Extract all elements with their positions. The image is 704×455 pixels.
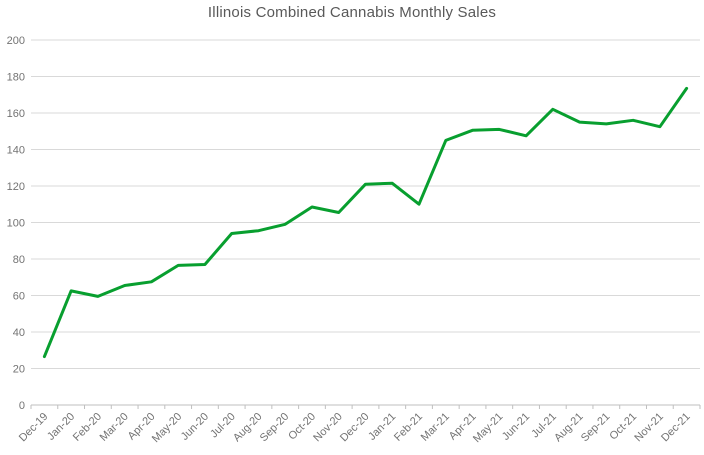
y-tick-label: 200: [7, 35, 25, 47]
y-tick-label: 20: [13, 364, 25, 376]
y-tick-label: 0: [19, 400, 25, 412]
sales-line-series: [42, 86, 689, 359]
y-tick-label: 160: [7, 108, 25, 120]
x-tick-label: Aug-21: [552, 411, 586, 445]
y-tick-label: 120: [7, 181, 25, 193]
y-tick-label: 80: [13, 254, 25, 266]
x-tick-label: Mar-21: [419, 411, 452, 444]
chart-title: Illinois Combined Cannabis Monthly Sales: [207, 4, 497, 21]
y-tick-label: 140: [7, 145, 25, 157]
x-tick-label: Sep-21: [579, 411, 613, 445]
x-tick-label: Dec-20: [338, 411, 372, 445]
x-tick-label: May-21: [471, 411, 505, 445]
x-tick-label: Sep-20: [258, 411, 292, 445]
x-tick-label: Mar-20: [98, 411, 131, 444]
x-tick-label: Aug-20: [231, 411, 265, 445]
y-tick-label: 100: [7, 218, 25, 230]
x-tick-label: Feb-21: [392, 411, 425, 444]
y-tick-label: 40: [13, 327, 25, 339]
x-tick-label: Dec-19: [17, 411, 51, 445]
y-tick-label: 180: [7, 72, 25, 84]
x-tick-label: May-20: [150, 411, 184, 445]
x-tick-label: Feb-20: [71, 411, 104, 444]
x-tick-label: Nov-21: [632, 411, 666, 445]
x-tick-label: Jun-20: [179, 411, 211, 443]
x-tick-label: Nov-20: [311, 411, 345, 445]
x-tick-label: Jun-21: [500, 411, 532, 443]
y-tick-label: 60: [13, 291, 25, 303]
x-tick-label: Dec-21: [659, 411, 693, 445]
